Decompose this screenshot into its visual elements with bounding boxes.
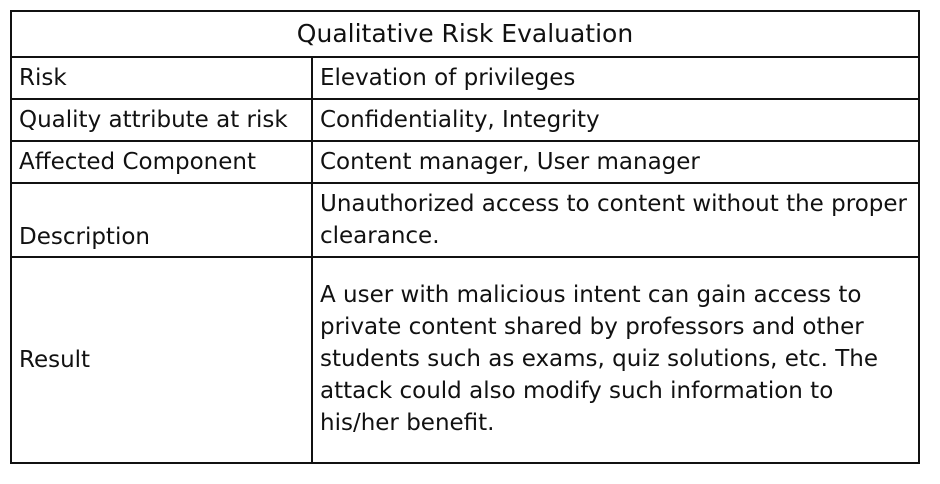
row-label-affected-component: Affected Component	[10, 140, 313, 184]
table-row-affected-component: Affected Component Content manager, User…	[10, 140, 920, 184]
row-value-affected-component: Content manager, User manager	[311, 140, 920, 184]
table-title: Qualitative Risk Evaluation	[10, 10, 920, 58]
table-title-row: Qualitative Risk Evaluation	[10, 10, 920, 58]
table-row-quality-attribute: Quality attribute at risk Confidentialit…	[10, 98, 920, 142]
row-label-description: Description	[10, 182, 313, 258]
row-label-result: Result	[10, 256, 313, 464]
risk-evaluation-table: Qualitative Risk Evaluation Risk Elevati…	[10, 10, 920, 464]
row-label-quality-attribute: Quality attribute at risk	[10, 98, 313, 142]
table-row-description: Description Unauthorized access to conte…	[10, 182, 920, 258]
table-row-result: Result A user with malicious intent can …	[10, 256, 920, 464]
row-value-risk: Elevation of privileges	[311, 56, 920, 100]
row-value-quality-attribute: Confidentiality, Integrity	[311, 98, 920, 142]
row-value-description: Unauthorized access to content without t…	[311, 182, 920, 258]
row-value-result: A user with malicious intent can gain ac…	[311, 256, 920, 464]
row-label-risk: Risk	[10, 56, 313, 100]
table-row-risk: Risk Elevation of privileges	[10, 56, 920, 100]
